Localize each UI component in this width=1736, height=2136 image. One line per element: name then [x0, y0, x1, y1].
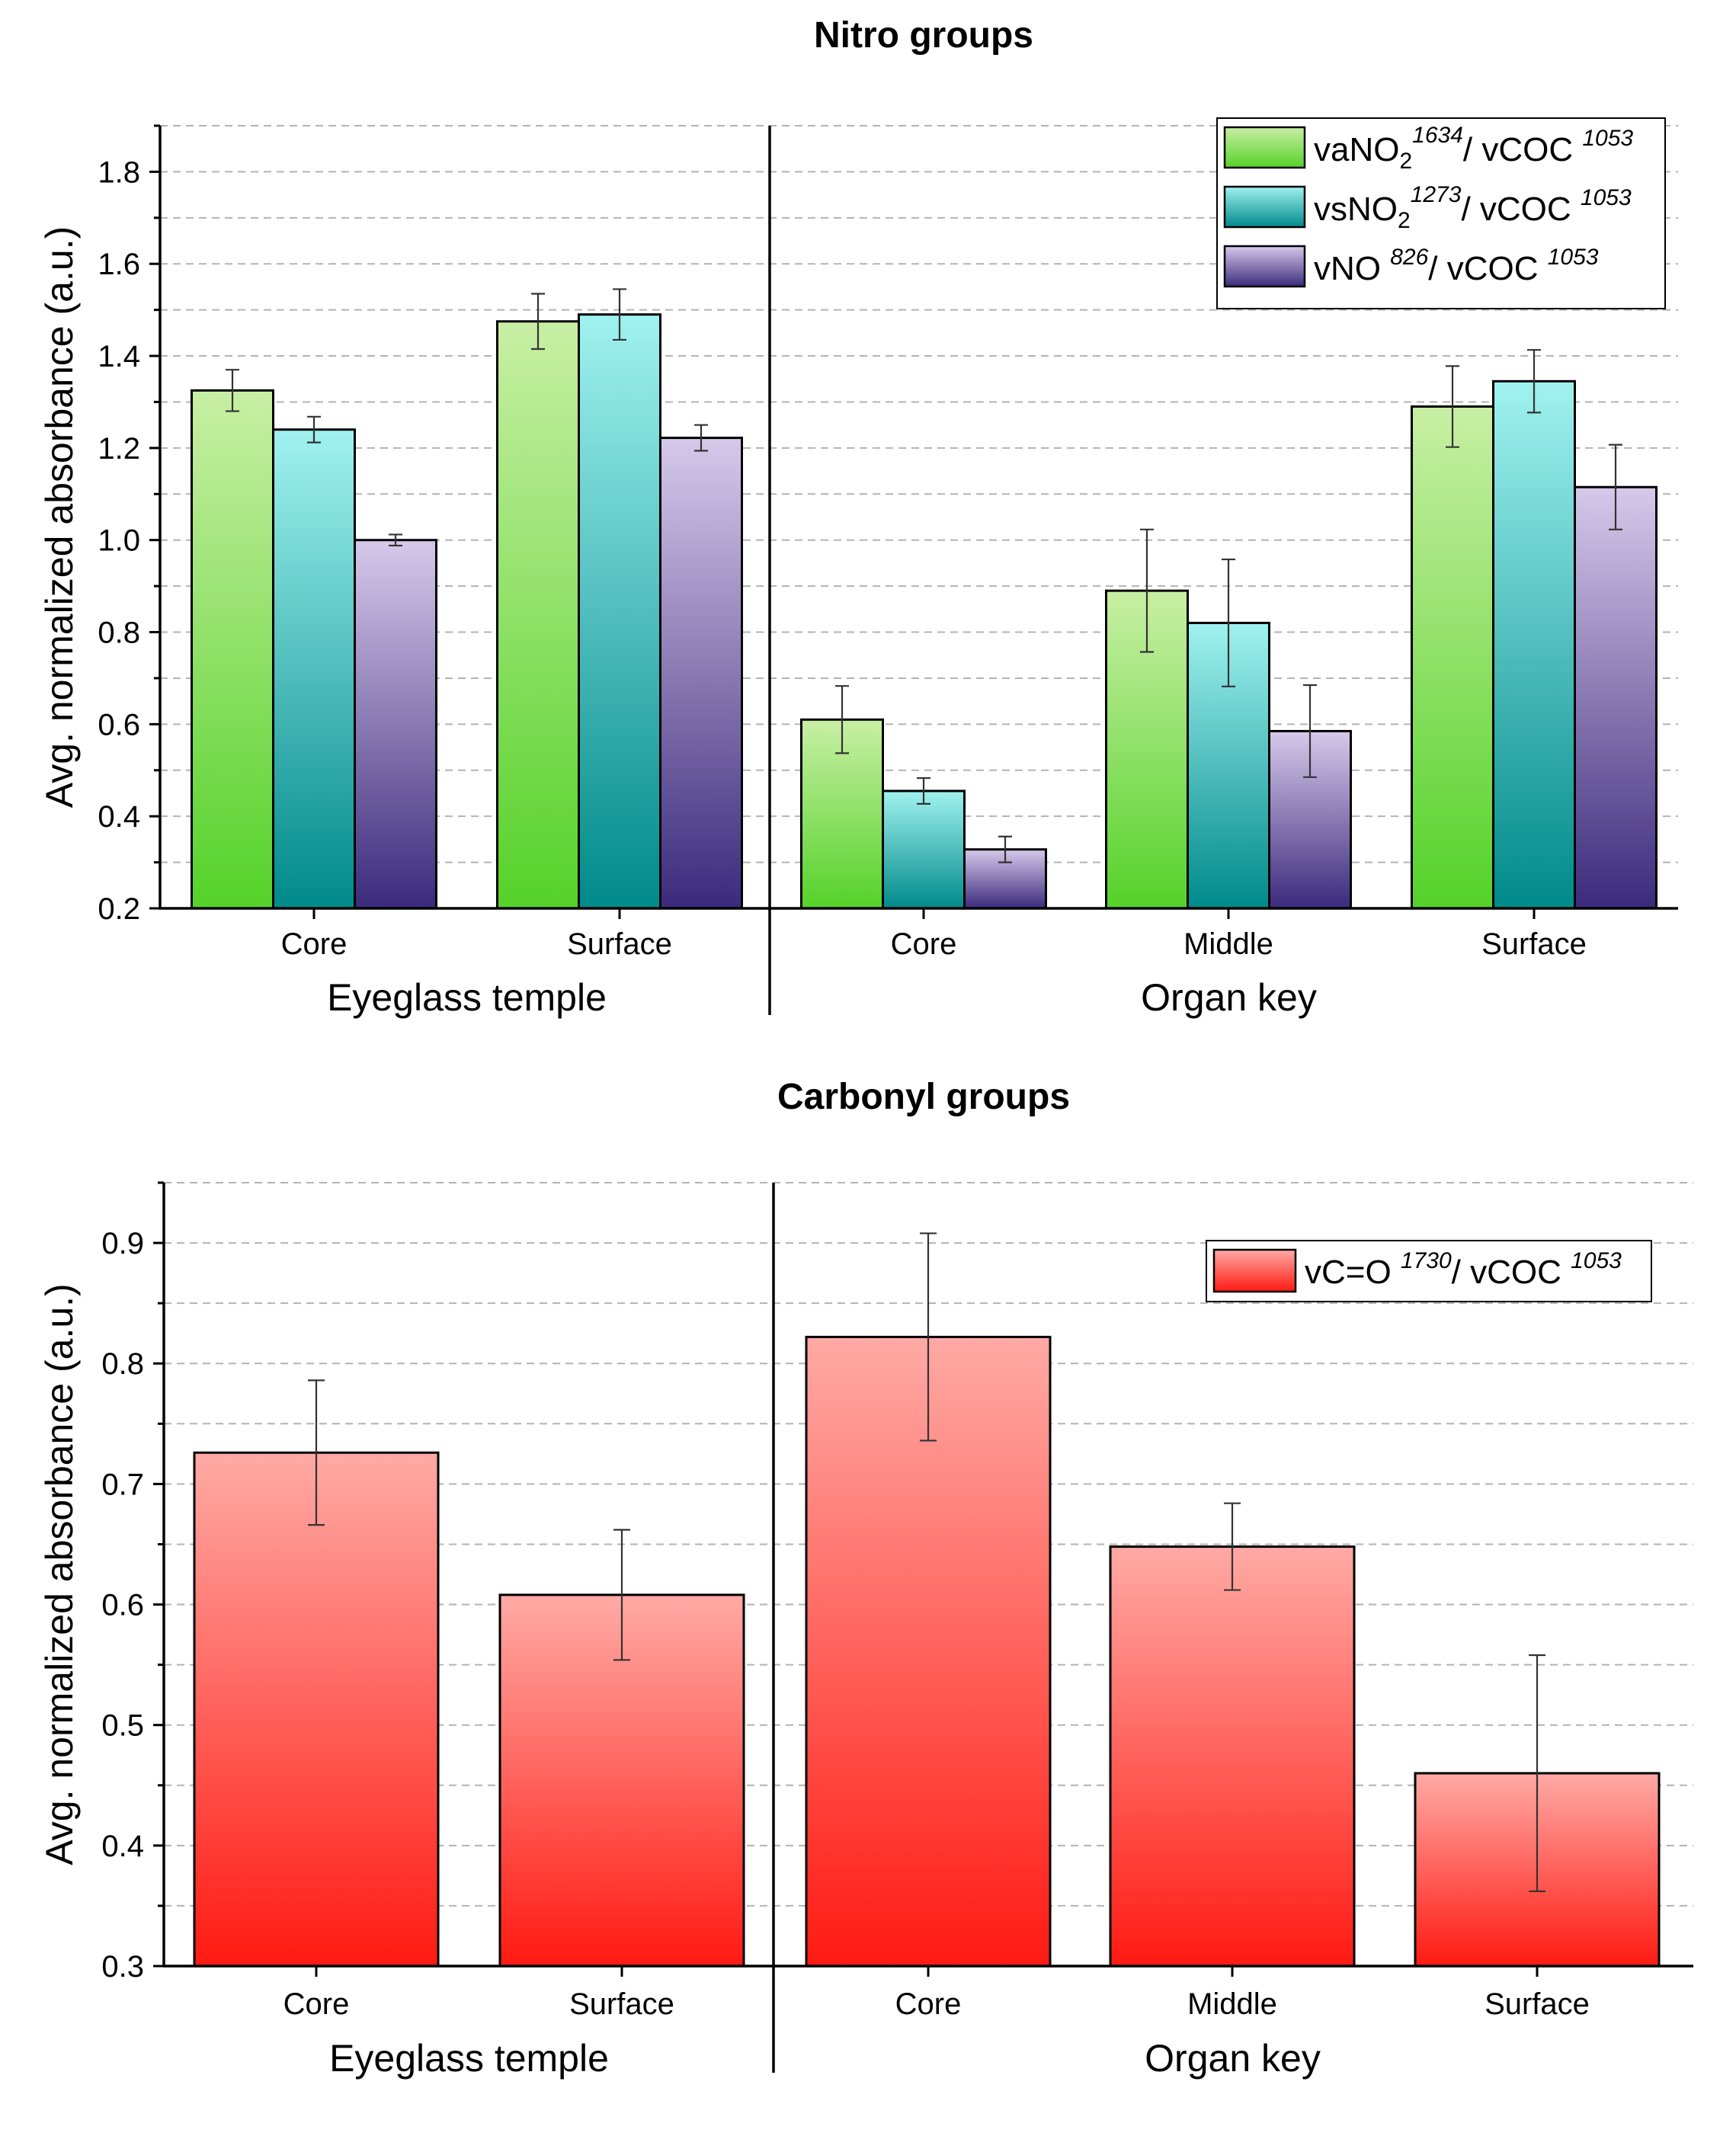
- y-tick-label: 1.2: [98, 432, 140, 466]
- y-tick-label: 0.6: [101, 1589, 144, 1622]
- category-label: Middle: [1187, 1987, 1277, 2021]
- y-tick-label: 1.8: [98, 155, 140, 189]
- y-tick-label: 1.6: [98, 248, 140, 281]
- legend-label: vC=O 1730/ vCOC 1053: [1305, 1248, 1622, 1291]
- error-bar: [694, 424, 708, 452]
- error-bar: [307, 415, 321, 444]
- group-label: Eyeglass temple: [327, 976, 607, 1019]
- error-bar: [613, 1529, 630, 1661]
- legend-item: vC=O 1730/ vCOC 1053: [1212, 1248, 1622, 1293]
- y-axis-title: Avg. normalized absorbance (a.u.): [38, 226, 81, 808]
- error-bar: [1222, 558, 1235, 687]
- bar: [882, 789, 966, 910]
- error-bar: [1609, 444, 1622, 530]
- y-tick-label: 1.4: [98, 340, 140, 373]
- category-labels: Core Surface Core Middle Surface: [283, 1966, 1590, 2021]
- legend-swatch: [1212, 1248, 1297, 1293]
- category-label: Core: [283, 1987, 350, 2021]
- y-ticks: 0.2 0.4 0.6 0.8 1.0 1.2 1.4 1.6 1.8: [98, 124, 160, 926]
- error-bar: [1303, 684, 1317, 778]
- category-label: Surface: [1481, 927, 1587, 961]
- y-tick-label: 0.4: [98, 800, 140, 834]
- y-tick-label: 0.9: [101, 1227, 144, 1260]
- y-tick-label: 0.8: [98, 616, 140, 650]
- y-tick-label: 0.2: [98, 892, 140, 926]
- bar: [1109, 1545, 1356, 1968]
- y-tick-label: 0.4: [101, 1830, 144, 1863]
- carbonyl-groups-chart: Carbonyl groups 0.3 0.4 0.5 0.6 0.7 0.8 0.9 Co…: [38, 1077, 1693, 2080]
- bar: [659, 437, 743, 910]
- legend-item: vaNO21634/ vCOC 1053: [1223, 123, 1633, 174]
- error-bar: [226, 369, 239, 412]
- error-bar: [1446, 365, 1459, 448]
- bar: [193, 1451, 440, 1968]
- y-tick-label: 1.0: [98, 524, 140, 558]
- bar: [272, 428, 356, 910]
- group-label: Organ key: [1141, 976, 1317, 1019]
- legend-label: vsNO21273/ vCOC 1053: [1314, 182, 1632, 233]
- error-bar: [308, 1379, 325, 1526]
- error-bar: [389, 533, 402, 547]
- category-label: Core: [895, 1987, 962, 2021]
- legend-label: vNO 826/ vCOC 1053: [1314, 245, 1599, 287]
- legend-item: vsNO21273/ vCOC 1053: [1223, 182, 1632, 233]
- bar: [354, 539, 437, 910]
- axes: [159, 126, 1678, 1015]
- error-bar: [998, 835, 1012, 863]
- bar: [191, 389, 274, 910]
- legend: vC=O 1730/ vCOC 1053: [1206, 1240, 1652, 1302]
- y-tick-label: 0.3: [101, 1950, 144, 1984]
- legend-swatch: [1223, 245, 1306, 288]
- category-label: Core: [891, 927, 957, 961]
- y-tick-label: 0.7: [101, 1468, 144, 1501]
- chart-title: Carbonyl groups: [777, 1077, 1070, 1117]
- error-bar: [1527, 349, 1541, 414]
- category-label: Middle: [1183, 927, 1273, 961]
- error-bar: [1224, 1502, 1241, 1591]
- bar: [805, 1335, 1052, 1968]
- bar: [1411, 405, 1494, 910]
- y-tick-label: 0.6: [98, 708, 140, 741]
- error-bar: [917, 777, 930, 805]
- bars: [193, 1232, 1661, 1968]
- category-label: Surface: [567, 927, 672, 961]
- group-label: Eyeglass temple: [329, 2037, 609, 2080]
- y-tick-label: 0.8: [101, 1347, 144, 1381]
- error-bar: [1140, 528, 1154, 653]
- bar: [1574, 485, 1658, 910]
- chart-title: Nitro groups: [814, 15, 1033, 56]
- error-bar: [531, 293, 545, 351]
- group-label: Organ key: [1145, 2037, 1321, 2080]
- error-bar: [920, 1232, 937, 1442]
- y-tick-label: 0.5: [101, 1709, 144, 1743]
- legend: vaNO21634/ vCOC 1053 vsNO21273/ vCOC 1053…: [1216, 117, 1666, 309]
- nitro-groups-chart: Nitro groups 0.2 0.4 0.6 0.8 1.0 1.2 1.4 1.6 1.8…: [38, 15, 1678, 1019]
- category-label: Surface: [1485, 1987, 1590, 2021]
- category-label: Surface: [569, 1987, 674, 2021]
- bar: [1492, 379, 1576, 910]
- group-labels: Eyeglass temple Organ key: [327, 976, 1317, 1019]
- legend-label: vaNO21634/ vCOC 1053: [1314, 123, 1633, 174]
- legend-item: vNO 826/ vCOC 1053: [1223, 245, 1599, 288]
- legend-swatch: [1223, 185, 1306, 229]
- bar: [496, 320, 580, 910]
- y-axis-title: Avg. normalized absorbance (a.u.): [38, 1283, 81, 1865]
- category-label: Core: [281, 927, 348, 961]
- category-labels: Core Surface Core Middle Surface: [281, 908, 1587, 961]
- legend-swatch: [1223, 126, 1306, 169]
- y-ticks: 0.3 0.4 0.5 0.6 0.7 0.8 0.9: [101, 1181, 164, 1984]
- error-bar: [613, 288, 626, 341]
- bars: [191, 288, 1658, 910]
- error-bar: [835, 685, 849, 754]
- group-labels: Eyeglass temple Organ key: [329, 2037, 1321, 2080]
- bar: [578, 313, 661, 910]
- error-bar: [1529, 1654, 1545, 1893]
